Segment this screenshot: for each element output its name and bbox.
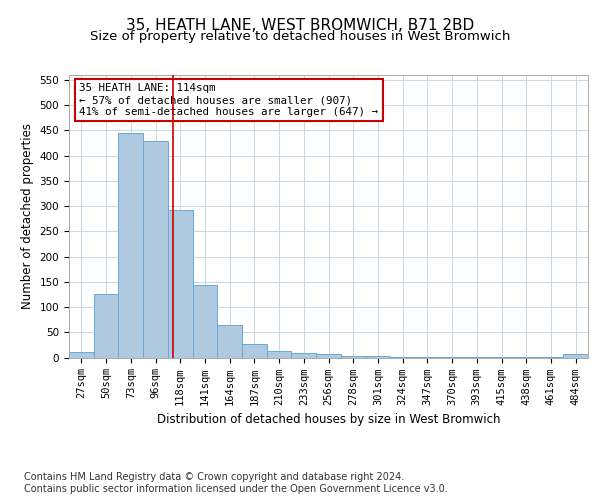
Bar	[69, 352, 94, 358]
Bar	[217, 324, 242, 358]
Bar	[118, 133, 143, 358]
Bar	[539, 357, 563, 358]
Bar	[316, 354, 341, 358]
Text: 35, HEATH LANE, WEST BROMWICH, B71 2BD: 35, HEATH LANE, WEST BROMWICH, B71 2BD	[126, 18, 474, 32]
Bar	[440, 357, 464, 358]
Bar	[242, 344, 267, 358]
Bar	[464, 357, 489, 358]
Bar	[193, 286, 217, 358]
Text: 35 HEATH LANE: 114sqm
← 57% of detached houses are smaller (907)
41% of semi-det: 35 HEATH LANE: 114sqm ← 57% of detached …	[79, 84, 379, 116]
Bar	[267, 351, 292, 358]
Bar	[365, 356, 390, 358]
Bar	[390, 357, 415, 358]
Text: Contains HM Land Registry data © Crown copyright and database right 2024.
Contai: Contains HM Land Registry data © Crown c…	[24, 472, 448, 494]
Bar	[489, 357, 514, 358]
Bar	[143, 140, 168, 358]
Y-axis label: Number of detached properties: Number of detached properties	[21, 123, 34, 309]
Bar	[292, 354, 316, 358]
Text: Size of property relative to detached houses in West Bromwich: Size of property relative to detached ho…	[90, 30, 510, 43]
Bar	[415, 357, 440, 358]
X-axis label: Distribution of detached houses by size in West Bromwich: Distribution of detached houses by size …	[157, 413, 500, 426]
Bar	[563, 354, 588, 358]
Bar	[94, 294, 118, 358]
Bar	[168, 210, 193, 358]
Bar	[341, 356, 365, 358]
Bar	[514, 357, 539, 358]
